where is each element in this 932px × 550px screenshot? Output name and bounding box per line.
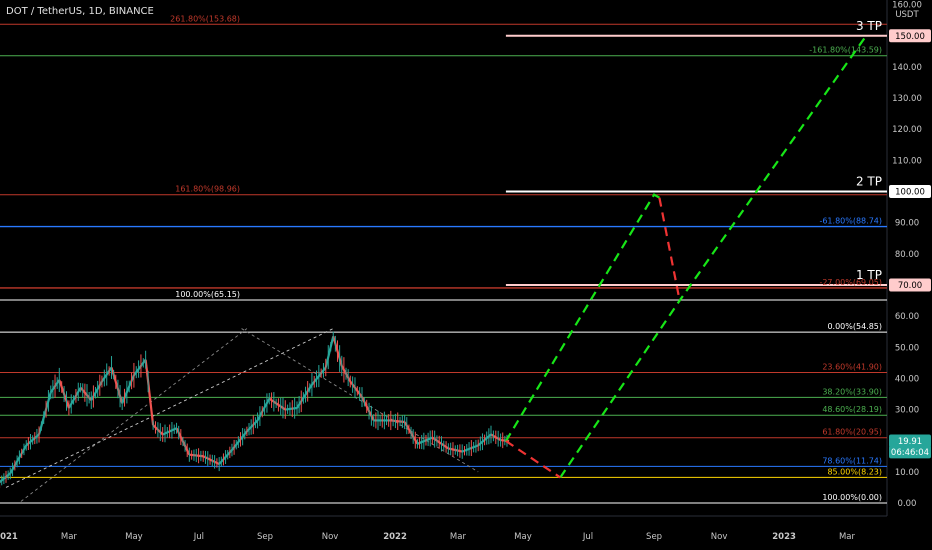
time-axis-tick: May — [514, 532, 532, 542]
time-axis-tick: Sep — [257, 532, 273, 542]
price-segment — [361, 396, 375, 421]
fib-level-label: -161.80%(143.59) — [809, 46, 882, 55]
fib-level-label: 61.80%(20.95) — [822, 428, 882, 437]
price-segment — [349, 380, 363, 398]
price-tag-label: 100.00 — [895, 188, 925, 198]
projection-path-green — [559, 33, 869, 479]
tp-annotation: 2 TP — [856, 175, 882, 189]
price-segment — [121, 374, 135, 404]
price-segment — [37, 392, 52, 435]
price-tag-box — [889, 278, 931, 292]
fib-level-label: -27.00%(69.05) — [819, 278, 882, 287]
price-axis-tick: 50.00 — [895, 343, 919, 353]
time-axis-tick: Mar — [450, 532, 467, 542]
time-axis-tick: Jul — [193, 532, 204, 542]
time-axis-tick: Mar — [61, 532, 78, 542]
time-axis-tick: Nov — [322, 532, 339, 542]
fib-level-label: 0.00%(54.85) — [827, 322, 882, 331]
symbol-title[interactable]: DOT / TetherUS, 1D, BINANCE — [6, 6, 154, 17]
price-axis-tick: 130.00 — [892, 94, 922, 104]
fib-level-label: -61.80%(88.74) — [819, 217, 882, 226]
price-tag-box — [889, 434, 931, 448]
price-axis-tick: 10.00 — [895, 468, 919, 478]
time-axis-tick: Mar — [839, 532, 856, 542]
fib-level-label: 161.80%(98.96) — [175, 185, 240, 194]
price-axis-tick: 140.00 — [892, 63, 922, 73]
price-axis-tick: 80.00 — [895, 250, 919, 260]
fib-level-label: 261.80%(153.68) — [170, 14, 240, 23]
trend-line — [5, 328, 334, 488]
price-tag-label: 150.00 — [895, 32, 925, 42]
price-segment — [79, 387, 93, 401]
fib-level-label: 23.60%(41.90) — [822, 362, 882, 371]
time-axis-tick: May — [125, 532, 143, 542]
price-tag-box — [889, 445, 931, 459]
tp-annotation: 1 TP — [856, 268, 882, 282]
price-axis-tick: 90.00 — [895, 219, 919, 229]
price-tag-label: 19.91 — [898, 437, 922, 447]
price-axis-tick: 110.00 — [892, 156, 922, 166]
projection-path-red — [505, 440, 561, 479]
price-axis-tick: 0.00 — [898, 499, 917, 509]
fib-level-label: 48.60%(28.19) — [822, 405, 882, 414]
price-segment — [246, 419, 259, 433]
time-axis-tick: Sep — [646, 532, 662, 542]
projection-path-green — [504, 193, 660, 442]
fib-level-label: 78.60%(11.74) — [822, 456, 882, 465]
time-axis-tick: Jul — [582, 532, 593, 542]
time-axis-tick: Nov — [711, 532, 728, 542]
fib-level-label: 85.00%(8.23) — [827, 467, 882, 476]
price-tag-label: 70.00 — [898, 281, 922, 291]
tp-annotation: 3 TP — [856, 19, 882, 33]
fib-level-label: 38.20%(33.90) — [822, 387, 882, 396]
price-axis-tick: 120.00 — [892, 125, 922, 135]
fib-level-label: 100.00%(65.15) — [175, 290, 240, 299]
time-axis-tick: 2021 — [0, 532, 18, 542]
price-segment — [144, 359, 155, 426]
time-axis-tick: 2023 — [772, 532, 796, 542]
price-axis-tick: 60.00 — [895, 312, 919, 322]
price-axis-tick: 160.00 — [892, 1, 922, 11]
projection-path-red — [658, 197, 681, 301]
price-tag-label: 06:46:04 — [891, 448, 929, 458]
price-axis-unit: USDT — [895, 10, 919, 20]
price-axis-tick: 30.00 — [895, 406, 919, 416]
price-tag-box — [889, 185, 931, 198]
price-segment — [285, 406, 298, 411]
price-tag-box — [889, 29, 931, 43]
price-axis-tick: 40.00 — [895, 374, 919, 384]
fib-level-label: 100.00%(0.00) — [822, 493, 882, 502]
price-segment — [256, 398, 271, 421]
price-segment — [324, 336, 335, 368]
time-axis-tick: 2022 — [383, 532, 407, 542]
